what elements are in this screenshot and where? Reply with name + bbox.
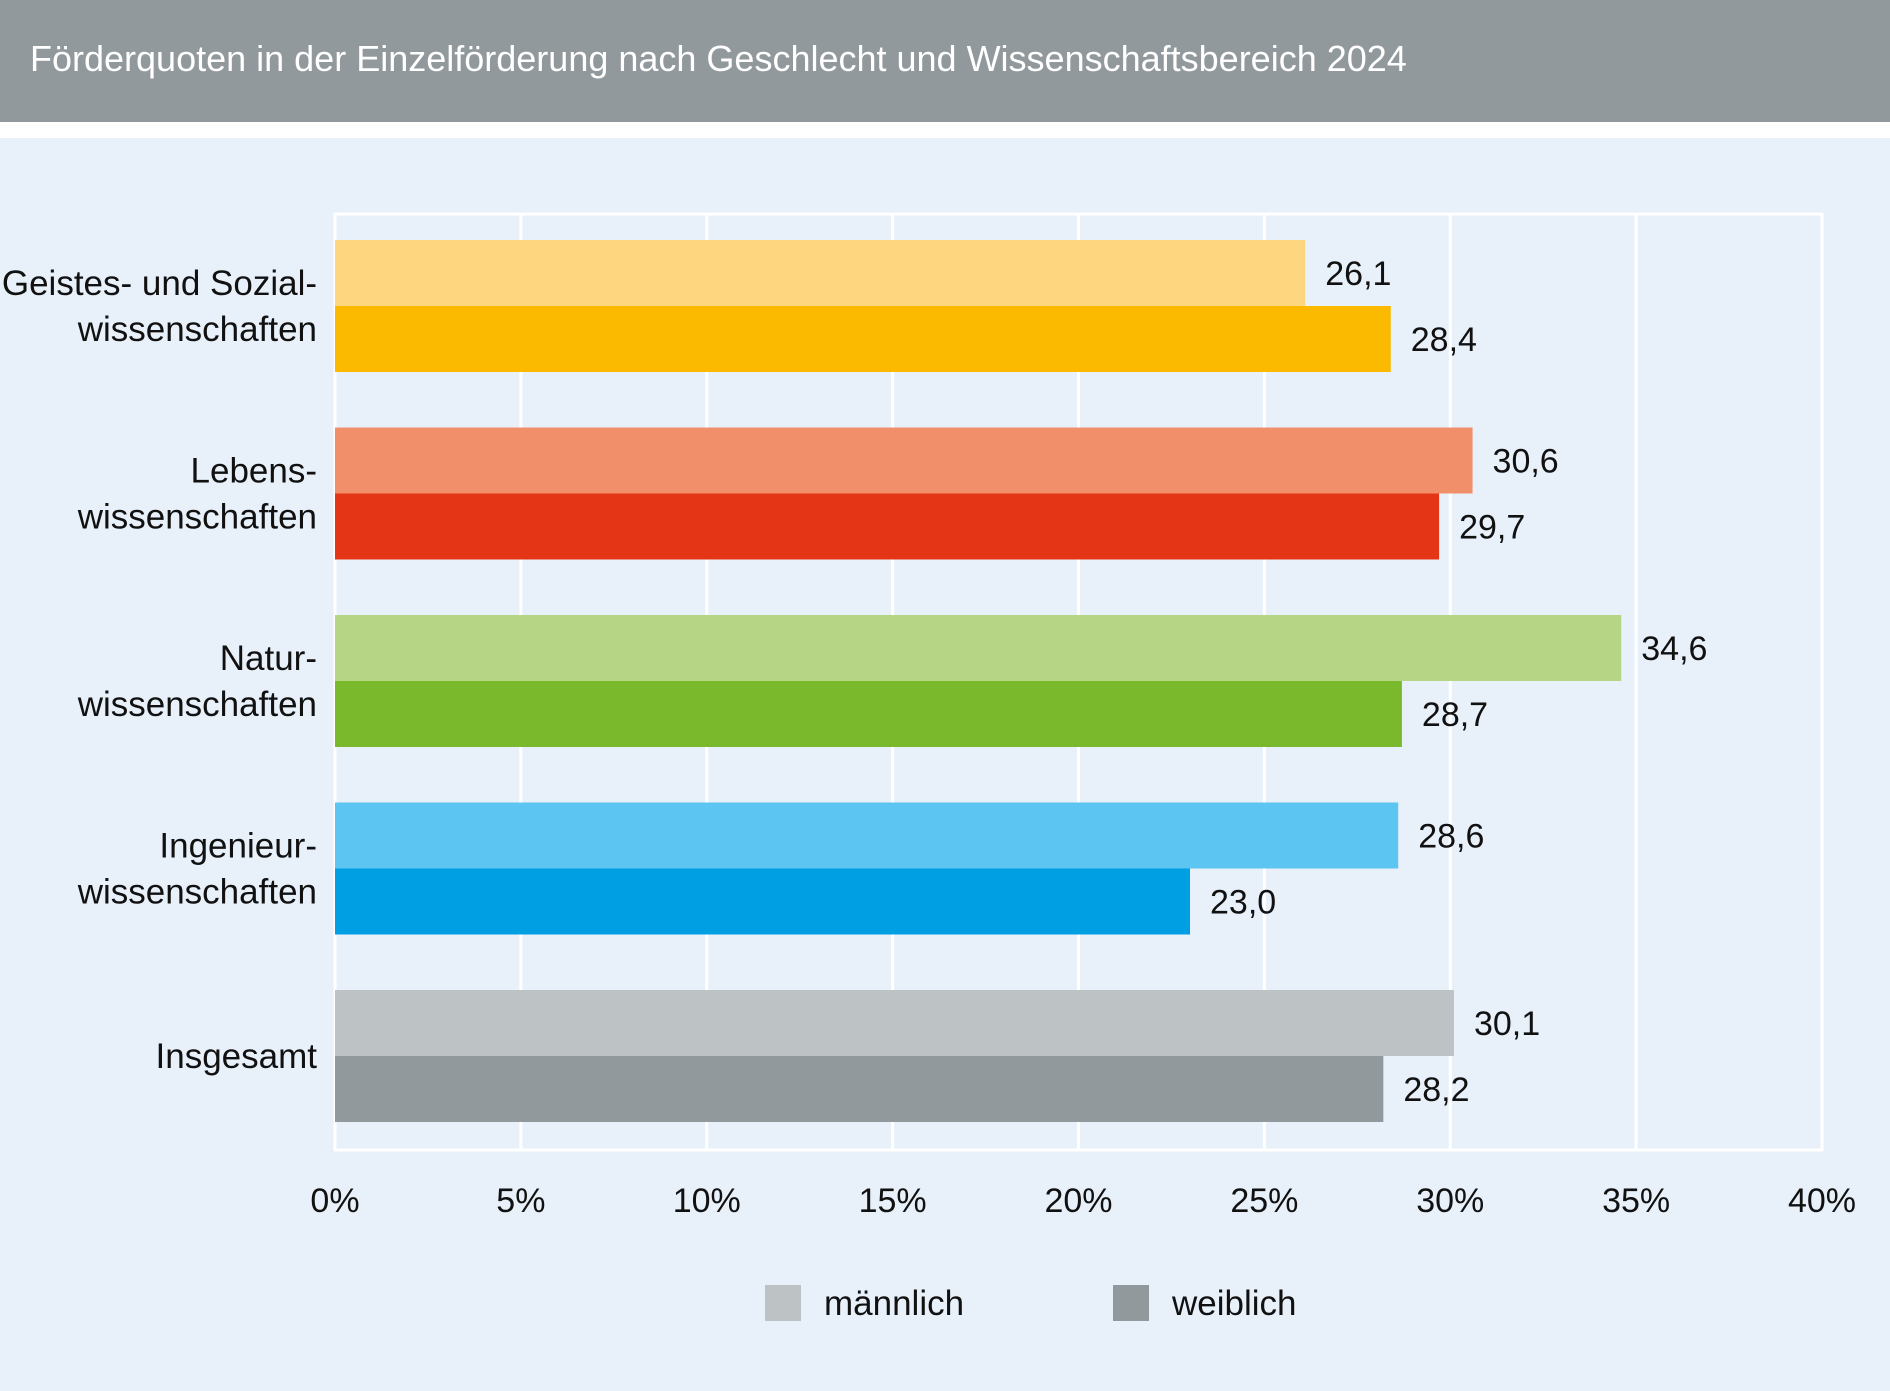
category-label: wissenschaften bbox=[77, 498, 317, 537]
category-label: Lebens- bbox=[191, 452, 317, 491]
category-label: wissenschaften bbox=[77, 873, 317, 912]
bar-weiblich bbox=[335, 681, 1402, 747]
category-label: wissenschaften bbox=[77, 685, 317, 724]
x-tick-label: 25% bbox=[1230, 1182, 1298, 1220]
legend-swatch bbox=[765, 1285, 801, 1321]
legend-label: weiblich bbox=[1171, 1284, 1297, 1323]
data-label: 28,2 bbox=[1403, 1071, 1469, 1109]
category-label: Insgesamt bbox=[156, 1037, 318, 1076]
data-label: 26,1 bbox=[1325, 255, 1391, 293]
x-tick-label: 0% bbox=[310, 1182, 359, 1220]
x-tick-label: 5% bbox=[496, 1182, 545, 1220]
data-label: 28,4 bbox=[1411, 321, 1477, 359]
bar-maennlich bbox=[335, 802, 1399, 869]
bar-weiblich bbox=[335, 868, 1191, 935]
bar-weiblich bbox=[335, 493, 1440, 560]
chart-header: Förderquoten in der Einzelförderung nach… bbox=[0, 0, 1890, 122]
data-label: 23,0 bbox=[1210, 884, 1276, 922]
x-tick-label: 35% bbox=[1602, 1182, 1670, 1220]
x-tick-label: 10% bbox=[673, 1182, 741, 1220]
chart-title: Förderquoten in der Einzelförderung nach… bbox=[30, 38, 1407, 79]
bar-maennlich bbox=[335, 990, 1454, 1056]
bar-maennlich bbox=[335, 615, 1622, 681]
data-label: 29,7 bbox=[1459, 509, 1525, 547]
category-label: Natur- bbox=[220, 639, 317, 678]
category-label: wissenschaften bbox=[77, 310, 317, 349]
x-tick-label: 20% bbox=[1044, 1182, 1112, 1220]
legend-swatch bbox=[1113, 1285, 1149, 1321]
data-label: 34,6 bbox=[1641, 630, 1707, 668]
data-label: 28,6 bbox=[1418, 818, 1484, 856]
x-tick-label: 40% bbox=[1788, 1182, 1856, 1220]
category-label: Geistes- und Sozial- bbox=[2, 264, 317, 303]
data-label: 30,6 bbox=[1493, 443, 1559, 481]
bar-maennlich bbox=[335, 427, 1473, 494]
bar-weiblich bbox=[335, 306, 1391, 372]
legend-label: männlich bbox=[824, 1284, 964, 1323]
category-label: Ingenieur- bbox=[159, 827, 317, 866]
bar-maennlich bbox=[335, 240, 1306, 306]
data-label: 30,1 bbox=[1474, 1005, 1540, 1043]
data-label: 28,7 bbox=[1422, 696, 1488, 734]
x-tick-label: 30% bbox=[1416, 1182, 1484, 1220]
bar-weiblich bbox=[335, 1056, 1384, 1122]
x-tick-label: 15% bbox=[859, 1182, 927, 1220]
